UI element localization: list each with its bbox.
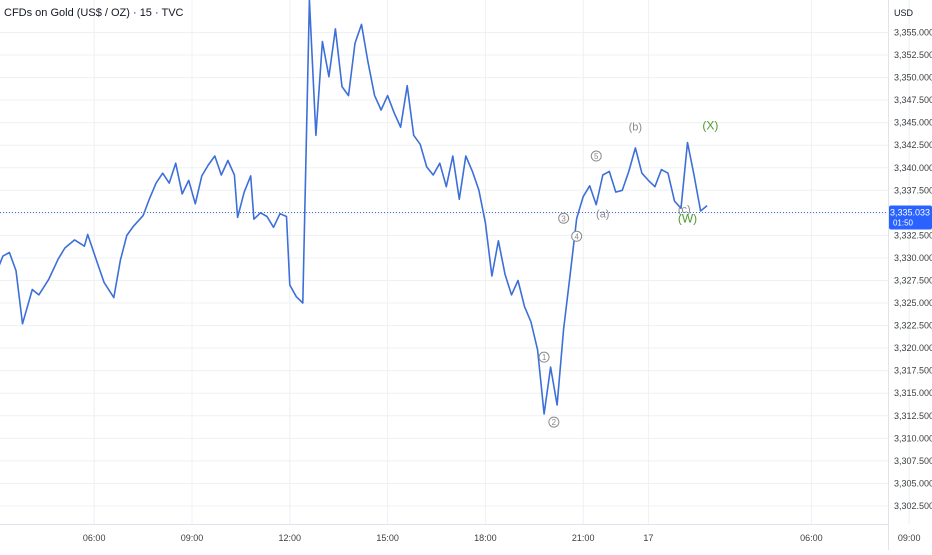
y-tick-label: 3,320.000 bbox=[894, 343, 932, 353]
wave-label-text: 1 bbox=[542, 353, 547, 362]
wave-label: (a) bbox=[596, 209, 609, 221]
y-tick-label: 3,310.000 bbox=[894, 433, 932, 443]
wave-label-text: 5 bbox=[594, 152, 599, 161]
current-price-label: 3,335.033 bbox=[890, 208, 930, 218]
wave-label: (c) bbox=[678, 204, 691, 216]
y-tick-label: 3,302.500 bbox=[894, 501, 932, 511]
wave-label-text: (c) bbox=[678, 204, 691, 216]
current-price-badge: 3,335.033 01:50 bbox=[889, 205, 932, 230]
wave-label-text: (b) bbox=[629, 121, 642, 133]
y-tick-label: 3,330.000 bbox=[894, 253, 932, 263]
grid bbox=[0, 0, 910, 524]
y-tick-label: 3,355.000 bbox=[894, 27, 932, 37]
y-tick-label: 3,327.500 bbox=[894, 275, 932, 285]
wave-label-text: 4 bbox=[574, 232, 579, 241]
wave-label-text: 2 bbox=[552, 418, 557, 427]
price-axis[interactable]: 3,355.000 3,352.500 3,350.000 3,347.500 3,34… bbox=[894, 27, 932, 510]
y-tick-label: 3,345.000 bbox=[894, 118, 932, 128]
series-layer bbox=[0, 0, 708, 415]
wave-label: 1 bbox=[538, 351, 550, 363]
x-tick-label: 21:00 bbox=[572, 533, 595, 543]
x-tick-label: 06:00 bbox=[800, 533, 823, 543]
y-tick-label: 3,317.500 bbox=[894, 366, 932, 376]
wave-label-circle bbox=[538, 351, 550, 363]
y-tick-label: 3,332.500 bbox=[894, 230, 932, 240]
x-tick-label: 06:00 bbox=[83, 533, 106, 543]
wave-label: (X) bbox=[702, 118, 718, 132]
wave-label: 5 bbox=[590, 150, 602, 162]
currency-label: USD bbox=[894, 8, 914, 18]
wave-label: 2 bbox=[548, 416, 560, 428]
time-axis[interactable]: 06:00 09:00 12:00 15:00 18:00 21:00 17 06:00 09:… bbox=[83, 533, 932, 543]
countdown-label: 01:50 bbox=[893, 219, 914, 228]
wave-label-circle bbox=[571, 230, 583, 242]
y-tick-label: 3,312.500 bbox=[894, 411, 932, 421]
wave-label-circle bbox=[548, 416, 560, 428]
y-tick-label: 3,342.500 bbox=[894, 140, 932, 150]
x-tick-label: 17 bbox=[643, 533, 653, 543]
wave-label-text: (X) bbox=[702, 118, 718, 132]
wave-label: (W) bbox=[678, 211, 697, 225]
y-tick-label: 3,352.500 bbox=[894, 50, 932, 60]
wave-label-text: 3 bbox=[561, 214, 566, 223]
wave-label: 4 bbox=[571, 230, 583, 242]
price-series-line bbox=[0, 0, 708, 415]
y-tick-label: 3,325.000 bbox=[894, 298, 932, 308]
symbol-title: CFDs on Gold (US$ / OZ) · 15 · TVC bbox=[4, 7, 184, 19]
y-tick-label: 3,350.000 bbox=[894, 73, 932, 83]
y-tick-label: 3,322.500 bbox=[894, 321, 932, 331]
wave-label-text: (W) bbox=[678, 211, 697, 225]
wave-label-text: (a) bbox=[596, 209, 609, 221]
x-tick-label: 12:00 bbox=[279, 533, 302, 543]
y-tick-label: 3,307.500 bbox=[894, 456, 932, 466]
wave-label: (b) bbox=[629, 121, 642, 133]
y-tick-label: 3,305.000 bbox=[894, 478, 932, 488]
y-tick-label: 3,347.500 bbox=[894, 95, 932, 105]
wave-label-circle bbox=[558, 212, 570, 224]
x-tick-label: 15:00 bbox=[376, 533, 399, 543]
y-tick-label: 3,337.500 bbox=[894, 185, 932, 195]
wave-label: 3 bbox=[558, 212, 570, 224]
x-tick-label: 18:00 bbox=[474, 533, 497, 543]
y-tick-label: 3,340.000 bbox=[894, 163, 932, 173]
y-tick-label: 3,315.000 bbox=[894, 388, 932, 398]
wave-label-circle bbox=[590, 150, 602, 162]
x-tick-label: 09:00 bbox=[181, 533, 204, 543]
x-tick-label: 09:00 bbox=[898, 533, 921, 543]
